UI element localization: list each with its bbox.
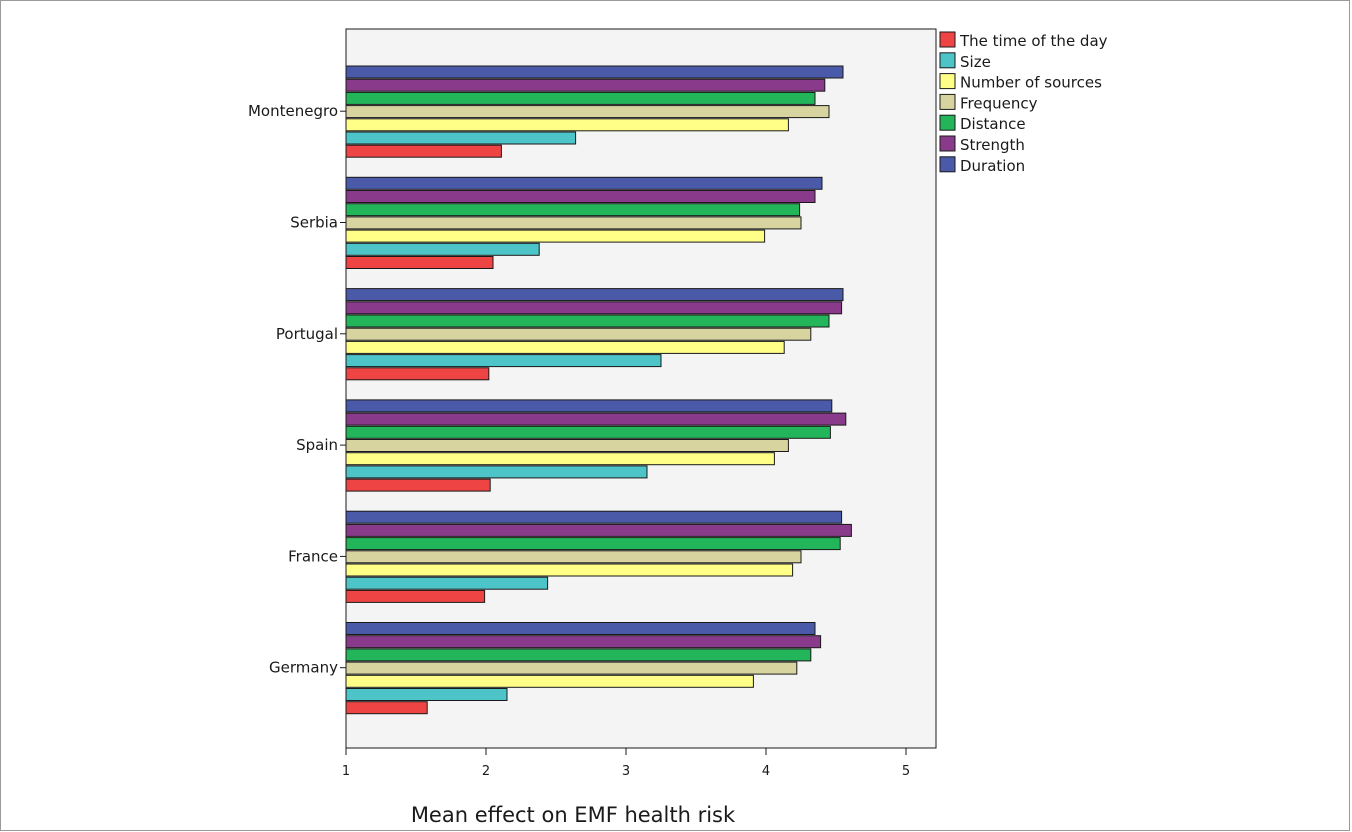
bar-germany-frequency xyxy=(345,661,798,675)
x-axis-title: Mean effect on EMF health risk xyxy=(411,803,736,827)
bar-portugal-duration xyxy=(345,288,844,302)
category-label-montenegro: Montenegro xyxy=(248,102,338,120)
bar-portugal-the-time-of-the-day xyxy=(345,367,490,381)
bar-france-distance xyxy=(345,537,841,551)
bar-spain-number-of-sources xyxy=(345,452,775,466)
bar-montenegro-duration xyxy=(345,65,844,79)
bar-portugal-size xyxy=(345,354,662,368)
bar-serbia-number-of-sources xyxy=(345,229,766,243)
legend-swatch-strength xyxy=(939,135,956,152)
x-tick-label-5: 5 xyxy=(902,764,910,779)
legend-label-duration: Duration xyxy=(960,157,1025,175)
bar-germany-strength xyxy=(345,635,822,649)
bar-spain-frequency xyxy=(345,439,789,452)
bar-serbia-the-time-of-the-day xyxy=(345,256,494,269)
category-label-spain: Spain xyxy=(296,436,338,454)
bar-portugal-number-of-sources xyxy=(345,340,785,354)
legend-label-the-time-of-the-day: The time of the day xyxy=(959,32,1108,50)
category-label-germany: Germany xyxy=(269,659,338,677)
legend-label-strength: Strength xyxy=(960,136,1025,154)
legend-swatch-number-of-sources xyxy=(939,73,956,90)
y-axis: Montenegro Serbia Portugal Spain France Germa… xyxy=(248,102,346,677)
bar-france-strength xyxy=(345,523,852,537)
bar-germany-distance xyxy=(345,648,812,662)
bar-portugal-frequency xyxy=(345,327,812,341)
bar-montenegro-strength xyxy=(345,78,826,92)
bars-group xyxy=(345,65,852,715)
bar-serbia-distance xyxy=(345,203,801,217)
legend-swatch-the-time-of-the-day xyxy=(939,31,956,48)
category-label-portugal: Portugal xyxy=(276,325,338,343)
legend: The time of the day Size Number of sources… xyxy=(939,31,1108,175)
bar-montenegro-distance xyxy=(345,91,816,105)
bar-spain-duration xyxy=(345,399,833,413)
bar-serbia-frequency xyxy=(345,216,802,230)
bar-serbia-strength xyxy=(345,190,816,203)
legend-swatch-distance xyxy=(939,114,956,131)
bar-portugal-strength xyxy=(345,301,843,315)
bar-spain-strength xyxy=(345,412,847,426)
legend-label-distance: Distance xyxy=(960,115,1026,133)
bar-france-duration xyxy=(345,510,843,524)
bar-spain-size xyxy=(345,465,648,479)
bar-france-size xyxy=(345,576,549,590)
bar-germany-the-time-of-the-day xyxy=(345,701,428,715)
bar-montenegro-number-of-sources xyxy=(345,118,789,132)
bar-france-the-time-of-the-day xyxy=(345,589,486,603)
bar-france-frequency xyxy=(345,550,802,564)
bar-serbia-size xyxy=(345,242,540,256)
x-tick-label-1: 1 xyxy=(342,764,350,779)
legend-swatch-frequency xyxy=(939,93,956,110)
bar-germany-size xyxy=(345,688,508,701)
x-tick-label-2: 2 xyxy=(482,764,490,779)
legend-swatch-duration xyxy=(939,156,956,173)
bar-spain-the-time-of-the-day xyxy=(345,478,491,492)
bar-montenegro-the-time-of-the-day xyxy=(345,144,502,158)
category-label-france: France xyxy=(288,547,338,565)
bar-serbia-duration xyxy=(345,176,823,190)
x-axis: 1 2 3 4 5 xyxy=(342,748,910,779)
x-tick-label-3: 3 xyxy=(622,764,630,779)
bar-portugal-distance xyxy=(345,314,830,328)
category-label-serbia: Serbia xyxy=(290,214,338,232)
bar-germany-duration xyxy=(345,622,816,635)
legend-label-number-of-sources: Number of sources xyxy=(960,74,1102,92)
x-tick-label-4: 4 xyxy=(762,764,770,779)
bar-montenegro-frequency xyxy=(345,105,830,119)
bar-montenegro-size xyxy=(345,131,577,145)
legend-label-frequency: Frequency xyxy=(960,94,1038,112)
bar-france-number-of-sources xyxy=(345,563,794,577)
bar-germany-number-of-sources xyxy=(345,674,754,688)
legend-label-size: Size xyxy=(960,53,991,71)
bar-spain-distance xyxy=(345,425,831,439)
legend-swatch-size xyxy=(939,52,956,69)
